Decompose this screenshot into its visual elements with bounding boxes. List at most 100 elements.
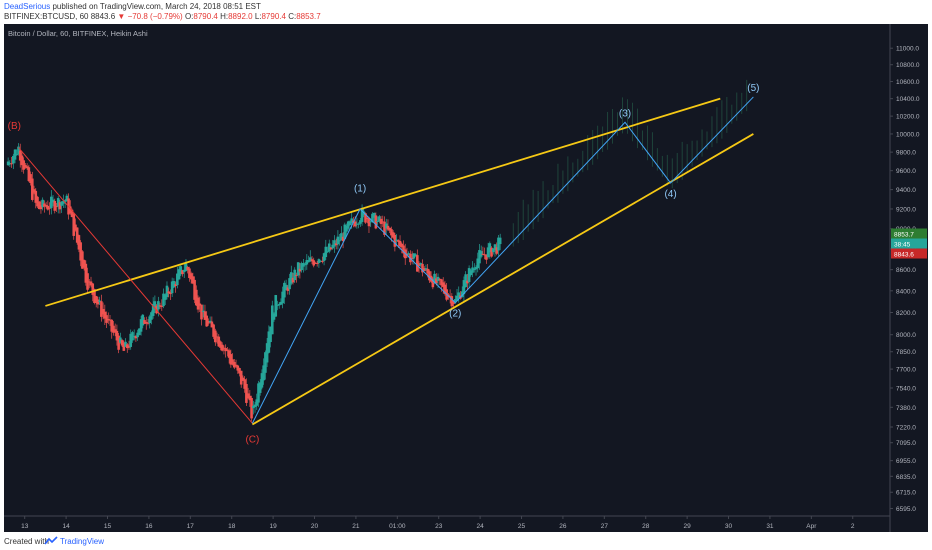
price-badge-label: 8843.6 <box>894 252 914 259</box>
candle-body <box>94 296 98 304</box>
candle-body <box>138 328 141 335</box>
candle-body <box>426 268 429 274</box>
candle-body <box>471 267 474 273</box>
candle-body <box>400 243 404 248</box>
candle-body <box>416 255 419 272</box>
time-tick-label: 01:00 <box>389 523 406 530</box>
candle-body <box>20 155 24 166</box>
candle-body <box>246 393 250 399</box>
candle-body <box>41 199 44 208</box>
candle-body <box>374 215 378 229</box>
candle-body <box>407 253 410 255</box>
candle-body <box>329 247 333 250</box>
high-value: 8892.0 <box>228 12 253 21</box>
candle-body <box>122 342 126 351</box>
candle-body <box>355 223 359 225</box>
price-badge <box>891 238 927 249</box>
price-tick-label: 11000.0 <box>896 46 919 53</box>
wave-label: (1) <box>354 183 366 194</box>
candle-body <box>422 268 426 271</box>
price-tick-label: 9200.0 <box>896 206 916 213</box>
candle-body <box>295 274 298 276</box>
candle-body <box>129 333 133 347</box>
candle-body <box>433 273 436 283</box>
candle-body <box>153 301 157 310</box>
price-tick-label: 9800.0 <box>896 150 916 157</box>
candle-body <box>341 236 345 242</box>
candle-body <box>348 221 352 226</box>
candle-body <box>25 166 29 169</box>
candle-body <box>234 364 238 367</box>
candle-body <box>315 262 319 264</box>
candle-body <box>267 331 271 353</box>
candle-body <box>428 271 431 281</box>
time-axis[interactable]: 13 14 15 16 17 18 19 20 21 01:00 23 24 25 26 27 28 29 30 3… <box>21 516 855 530</box>
candle-body <box>93 289 96 303</box>
candle-body <box>372 212 376 218</box>
candle-body <box>210 321 214 328</box>
candle-body <box>6 161 10 166</box>
candle-body <box>464 274 467 288</box>
candle-body <box>162 293 165 307</box>
price-change: −70.8 (−0.79%) <box>127 12 183 21</box>
candle-body <box>143 320 146 324</box>
candle-body <box>279 301 283 305</box>
candle-body <box>195 289 198 306</box>
candle-body <box>32 189 36 193</box>
candle-body <box>431 278 435 288</box>
candle-body <box>63 200 67 203</box>
candle-body <box>383 221 386 235</box>
candle-body <box>340 233 343 241</box>
candle-body <box>127 346 131 348</box>
candle-body <box>395 239 398 241</box>
time-tick-label: Apr <box>806 523 817 530</box>
candle-body <box>144 321 148 324</box>
candle-body <box>136 332 139 338</box>
candle-body <box>435 278 438 284</box>
chart-area[interactable]: (1) (2) (3) (4) (5) (B) (C) Bitcoin / Dollar, … <box>4 24 928 532</box>
candle-body <box>120 340 124 346</box>
candle-body <box>481 253 485 255</box>
candle-body <box>490 247 493 257</box>
price-chart[interactable]: (1) (2) (3) (4) (5) (B) (C) Bitcoin / Dollar, … <box>4 24 928 532</box>
candle-body <box>217 336 221 347</box>
price-tick-label: 6835.0 <box>896 474 916 481</box>
candle-body <box>58 202 62 210</box>
candle-body <box>371 213 374 222</box>
time-tick-label: 13 <box>21 523 29 530</box>
candle-body <box>455 295 459 301</box>
author-link[interactable]: DeadSerious <box>4 2 51 11</box>
price-badge-label: 38:45 <box>894 241 911 248</box>
candle-body <box>105 315 108 323</box>
tradingview-brand[interactable]: TradingView <box>60 537 105 546</box>
candle-body <box>22 160 25 170</box>
candle-body <box>457 292 461 299</box>
candle-body <box>303 264 307 266</box>
low-label: L: <box>254 12 262 21</box>
time-tick-label: 19 <box>269 523 277 530</box>
symbol-name: BITFINEX:BTCUSD, 60 <box>4 12 89 21</box>
candle-body <box>243 379 246 389</box>
candle-body <box>245 383 248 403</box>
candle-body <box>440 279 443 286</box>
candle-body <box>163 294 167 300</box>
candle-body <box>386 225 390 230</box>
candle-body <box>357 223 360 225</box>
candle-body <box>108 319 112 321</box>
candle-body <box>312 260 316 266</box>
candle-body <box>17 146 20 155</box>
candle-body <box>239 370 243 385</box>
candle-body <box>231 359 234 365</box>
candle-body <box>248 395 252 401</box>
candle-body <box>302 262 305 267</box>
price-tick-label: 8200.0 <box>896 310 916 317</box>
candle-body <box>139 319 143 332</box>
candle-body <box>12 155 15 164</box>
candle-body <box>326 251 329 253</box>
candle-body <box>191 276 195 284</box>
candle-body <box>310 259 314 262</box>
candle-body <box>215 336 219 338</box>
candle-body <box>448 295 452 297</box>
candle-body <box>296 262 300 276</box>
candle-body <box>334 243 338 246</box>
